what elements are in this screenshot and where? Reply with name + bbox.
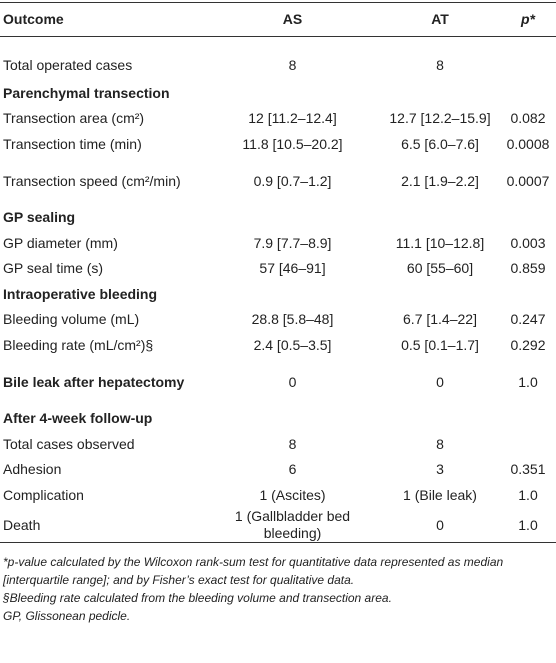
row-label: Total cases observed [3, 435, 135, 452]
data-row: Total cases observed 8 8 [0, 432, 556, 458]
section-row: Intraoperative bleeding [0, 282, 556, 308]
cell: 1 (Bile leak) [403, 486, 477, 503]
data-row: Bleeding volume (mL) 28.8 [5.8–48] 6.7 [1.… [0, 307, 556, 333]
row-label: Bleeding rate (mL/cm²)§ [3, 336, 154, 353]
section-row: GP sealing [0, 205, 556, 231]
results-table: Outcome AS AT p* Total operated cases 8 8 Pare… [0, 2, 556, 543]
cell: 0 [436, 516, 444, 533]
data-row: Transection time (min) 11.8 [10.5–20.2] 6.… [0, 132, 556, 158]
data-row: Complication 1 (Ascites) 1 (Bile leak) 1.0 [0, 483, 556, 509]
cell [500, 432, 556, 458]
cell: 28.8 [5.8–48] [251, 311, 334, 328]
cell: 0.292 [510, 336, 546, 353]
section-row: Parenchymal transection [0, 81, 556, 107]
data-row: Death 1 (Gallbladder bed bleeding) 0 1.0 [0, 508, 556, 543]
cell: 2.1 [1.9–2.2] [401, 172, 479, 189]
row-label: Transection area (cm²) [3, 110, 145, 127]
row-label: Complication [3, 486, 84, 503]
cell: 0.859 [510, 260, 546, 277]
cell: 0.247 [510, 311, 546, 328]
cell: 1 (Ascites) [259, 486, 326, 503]
cell: 6.5 [6.0–7.6] [401, 135, 479, 152]
cell: 3 [436, 461, 444, 478]
data-row: Bile leak after hepatectomy 0 0 1.0 [0, 358, 556, 406]
cell: 2.4 [0.5–3.5] [253, 336, 332, 353]
data-row: GP diameter (mm) 7.9 [7.7–8.9] 11.1 [10–12… [0, 231, 556, 257]
footnote: GP, Glissonean pedicle. [3, 609, 131, 623]
cell: 8 [436, 435, 444, 452]
row-label: Transection time (min) [3, 135, 142, 152]
cell: 57 [46–91] [259, 260, 326, 277]
cell: 8 [436, 57, 444, 74]
cell: 1.0 [518, 373, 538, 390]
cell: 1.0 [518, 516, 538, 533]
cell: 6 [288, 461, 297, 478]
cell: 12 [11.2–12.4] [248, 110, 337, 127]
row-label: Bile leak after hepatectomy [3, 373, 185, 390]
cell: 1 (Gallbladder bed bleeding) [234, 508, 351, 541]
section-row: After 4-week follow-up [0, 406, 556, 432]
row-label: After 4-week follow-up [3, 410, 153, 427]
cell: 7.9 [7.7–8.9] [253, 234, 332, 251]
cell: 0.003 [510, 234, 546, 251]
cell: 1.0 [518, 486, 538, 503]
cell: 11.8 [10.5–20.2] [242, 135, 343, 152]
footnotes: *p-value calculated by the Wilcoxon rank… [0, 553, 556, 625]
data-row: Transection speed (cm²/min) 0.9 [0.7–1.2]… [0, 157, 556, 205]
cell: 12.7 [12.2–15.9] [389, 110, 491, 127]
footnote: §Bleeding rate calculated from the bleed… [3, 591, 392, 605]
cell: 0 [288, 373, 297, 390]
row-label: Death [3, 516, 41, 533]
header-row: Outcome AS AT p* [0, 2, 556, 37]
row-label: Transection speed (cm²/min) [3, 172, 181, 189]
row-label: Parenchymal transection [3, 84, 170, 101]
cell: 60 [55–60] [406, 260, 474, 277]
cell: 0.5 [0.1–1.7] [401, 336, 479, 353]
cell [500, 37, 556, 81]
row-label: Intraoperative bleeding [3, 285, 158, 302]
cell: 0.0007 [506, 172, 550, 189]
row-label: GP sealing [3, 209, 76, 226]
row-label: GP diameter (mm) [3, 234, 118, 251]
data-row: Transection area (cm²) 12 [11.2–12.4] 12.7… [0, 106, 556, 132]
header-cell: p* [521, 11, 535, 27]
data-row: Total operated cases 8 8 [0, 37, 556, 81]
row-label: Bleeding volume (mL) [3, 311, 140, 328]
cell: 8 [288, 435, 297, 452]
cell: 6.7 [1.4–22] [403, 311, 477, 328]
row-label: Total operated cases [3, 57, 133, 74]
cell: 0.351 [510, 461, 546, 478]
data-row: Adhesion 6 3 0.351 [0, 457, 556, 483]
cell: 11.1 [10–12.8] [395, 234, 485, 251]
footnote: *p-value calculated by the Wilcoxon rank… [3, 555, 504, 587]
header-cell: AT [431, 11, 449, 27]
row-label: GP seal time (s) [3, 260, 104, 277]
cell: 0.082 [510, 110, 546, 127]
cell: 0.9 [0.7–1.2] [253, 172, 332, 189]
cell: 0 [436, 373, 444, 390]
data-row: Bleeding rate (mL/cm²)§ 2.4 [0.5–3.5] 0.5 … [0, 333, 556, 359]
cell: 0.0008 [506, 135, 550, 152]
header-cell: Outcome [3, 11, 64, 27]
row-label: Adhesion [3, 461, 62, 478]
cell: 8 [288, 57, 297, 74]
data-row: GP seal time (s) 57 [46–91] 60 [55–60] 0.85… [0, 256, 556, 282]
header-cell: AS [282, 11, 303, 27]
